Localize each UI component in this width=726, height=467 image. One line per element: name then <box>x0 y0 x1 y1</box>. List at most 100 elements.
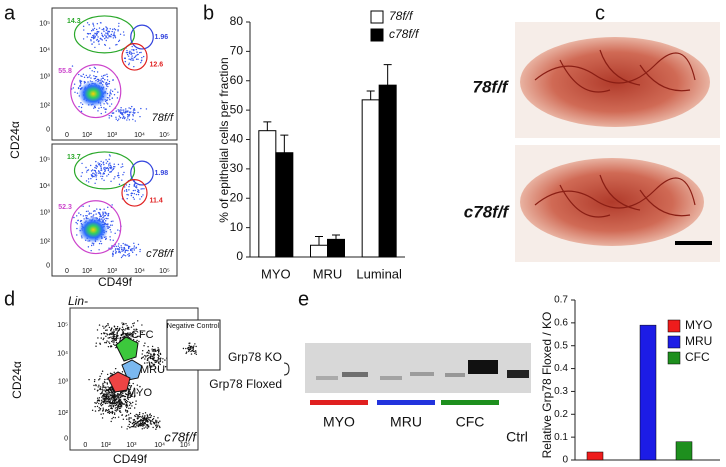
event-dot <box>77 219 79 222</box>
event-dot <box>122 165 124 168</box>
event-dot <box>94 67 97 70</box>
event-dot <box>132 110 135 112</box>
genotype-label: c78f/f <box>164 429 197 444</box>
event-dot <box>157 347 159 349</box>
event-dot <box>111 403 113 405</box>
event-dot <box>95 165 97 167</box>
event-dot <box>128 185 130 188</box>
event-dot <box>114 252 117 254</box>
event-dot <box>102 214 104 216</box>
event-dot <box>93 66 96 68</box>
genotype-label: 78f/f <box>473 77 510 96</box>
event-dot <box>129 412 132 415</box>
event-dot <box>151 348 153 350</box>
event-dot <box>132 59 135 61</box>
event-dot <box>119 112 122 114</box>
event-dot <box>118 250 120 252</box>
event-dot <box>98 107 100 109</box>
event-dot <box>80 214 82 216</box>
gate <box>121 43 148 71</box>
event-dot <box>139 250 141 253</box>
event-dot <box>106 167 108 169</box>
event-dot <box>157 368 160 370</box>
event-dot <box>102 212 104 215</box>
event-dot <box>128 62 131 64</box>
event-dot <box>185 352 187 355</box>
event-dot <box>100 332 103 335</box>
error-bar <box>366 90 375 100</box>
event-dot <box>106 334 109 336</box>
event-dot <box>122 331 125 333</box>
event-dot <box>130 403 132 405</box>
event-dot <box>117 25 120 27</box>
event-dot <box>102 161 105 163</box>
y-tick-label: 10⁵ <box>39 21 50 28</box>
event-dot <box>105 409 108 411</box>
event-dot <box>123 34 125 36</box>
event-dot <box>138 423 140 425</box>
event-dot <box>117 407 119 410</box>
event-dot <box>104 220 107 222</box>
event-dot <box>114 394 116 396</box>
event-dot <box>109 91 111 93</box>
y-tick-label: 0.3 <box>554 386 568 397</box>
event-dot <box>118 118 120 120</box>
event-dot <box>155 421 157 423</box>
event-dot <box>83 80 86 83</box>
event-dot <box>115 118 117 120</box>
event-dot <box>128 334 130 337</box>
event-dot <box>117 401 119 403</box>
event-dot <box>121 248 123 251</box>
event-dot <box>103 386 105 389</box>
event-dot <box>159 358 161 360</box>
event-dot <box>111 411 113 414</box>
event-dot <box>153 415 155 418</box>
density-core <box>78 80 109 108</box>
event-dot <box>85 215 87 217</box>
error-bar <box>383 64 392 86</box>
event-dot <box>113 398 115 400</box>
x-tick-label: 0 <box>65 268 69 275</box>
y-tick-label: 0.5 <box>554 340 568 351</box>
ducts <box>534 49 696 218</box>
event-dot <box>104 111 107 113</box>
event-dot <box>152 348 155 351</box>
event-dot <box>110 401 112 404</box>
event-dot <box>120 401 122 403</box>
event-dot <box>90 177 92 180</box>
event-dot <box>98 384 100 386</box>
tissue <box>520 158 704 246</box>
event-dot <box>75 221 77 224</box>
event-dot <box>102 385 105 387</box>
event-dot <box>105 36 107 38</box>
event-dot <box>98 379 100 381</box>
event-dot <box>94 171 97 173</box>
event-dot <box>87 169 90 171</box>
event-dot <box>119 391 122 394</box>
event-dot <box>105 387 107 389</box>
event-dot <box>91 43 93 45</box>
event-dot <box>101 403 104 406</box>
event-dot <box>121 179 123 181</box>
event-dot <box>131 59 133 61</box>
event-dot <box>157 417 159 419</box>
event-dot <box>109 92 111 94</box>
x-tick-label: 10³ <box>107 132 118 139</box>
event-dot <box>114 165 116 168</box>
event-dot <box>120 405 122 408</box>
event-dot <box>100 242 103 245</box>
error-bar <box>280 134 289 153</box>
event-dot <box>102 216 105 218</box>
event-dot <box>104 78 106 81</box>
event-dot <box>98 242 101 245</box>
event-dot <box>104 34 106 36</box>
event-dot <box>130 417 132 419</box>
event-dot <box>128 51 131 53</box>
event-dot <box>110 33 113 36</box>
event-dot <box>121 255 124 257</box>
event-dot <box>133 331 135 333</box>
event-dot <box>125 323 127 325</box>
event-dot <box>140 419 143 421</box>
event-dot <box>132 325 135 327</box>
event-dot <box>97 40 100 43</box>
